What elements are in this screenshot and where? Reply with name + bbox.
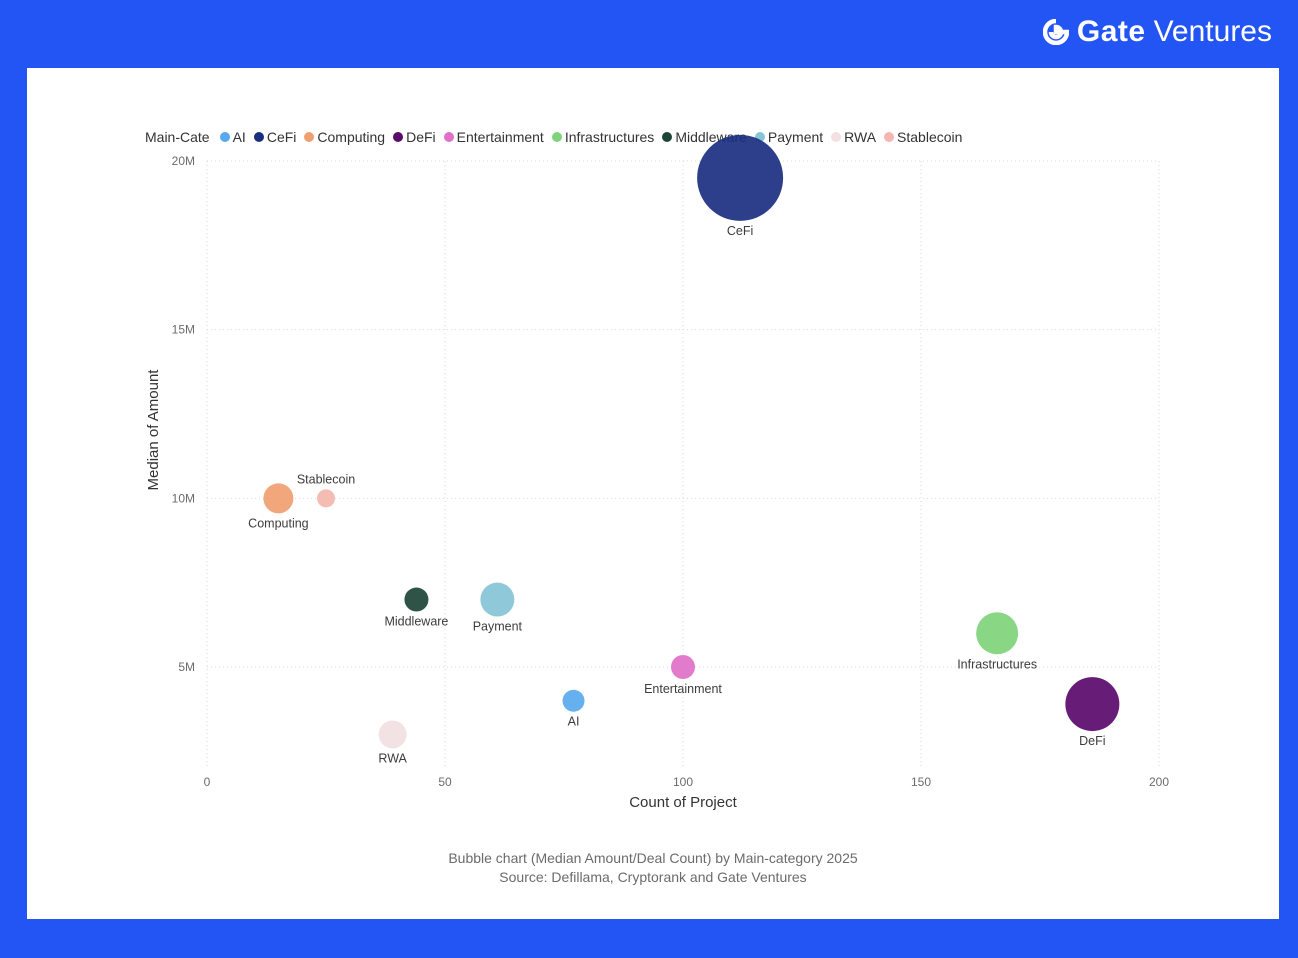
caption-line-2: Source: Defillama, Cryptorank and Gate V… [499,869,807,885]
bubble-label-payment: Payment [473,620,523,634]
legend-item-cefi[interactable]: CeFi [253,129,297,145]
gate-logo-icon [1042,19,1069,45]
x-tick-label: 100 [673,775,693,789]
legend-label: Entertainment [456,129,544,145]
bubble-rwa[interactable] [378,720,407,749]
legend-dot [253,132,264,142]
bubble-payment[interactable] [480,582,515,617]
legend-dot [304,132,315,142]
bubble-label-ai: AI [568,715,580,729]
legend-label: Payment [767,129,824,145]
legend-dot [754,132,765,142]
bubble-label-computing: Computing [248,516,308,530]
bubble-computing[interactable] [263,483,294,514]
legend-item-rwa[interactable]: RWA [831,129,876,145]
bubble-infrastructures[interactable] [976,612,1019,655]
legend-item-computing[interactable]: Computing [304,129,385,145]
legend: Main-Cate AI CeFi Computing DeFi Entertainme… [145,128,962,146]
legend-dot [443,132,454,142]
legend-label: CeFi [266,129,297,145]
legend-label: Infrastructures [564,129,655,145]
legend-item-infrastructures[interactable]: Infrastructures [551,129,655,145]
legend-dot [219,132,230,142]
y-tick-label: 20M [172,154,195,168]
x-tick-label: 50 [438,775,452,789]
chart-panel: Main-Cate AI CeFi Computing DeFi Entertainme… [27,68,1279,919]
bubble-labels: AI CeFi Computing DeFi Entertainment Infrastr… [248,224,1105,766]
legend-dot [551,132,562,142]
legend-label: Stablecoin [897,129,963,145]
bubble-cefi[interactable] [697,134,784,221]
legend-item-ai[interactable]: AI [219,129,246,145]
x-tick-label: 0 [204,775,211,789]
legend-item-defi[interactable]: DeFi [393,129,436,145]
legend-label: AI [232,129,246,145]
bubble-ai[interactable] [562,689,585,712]
x-tick-label: 200 [1149,775,1169,789]
legend-items: AI CeFi Computing DeFi Entertainment Infrastr… [219,129,962,145]
bubble-label-defi: DeFi [1079,734,1105,748]
y-axis-title: Median of Amount [145,369,162,491]
bubble-middleware[interactable] [404,587,429,612]
bubble-label-middleware: Middleware [384,615,448,629]
bubble-label-stablecoin: Stablecoin [297,472,355,486]
bubble-label-entertainment: Entertainment [644,682,722,696]
y-tick-labels: 5M 10M 15M 20M [172,154,195,674]
legend-dot [393,132,404,142]
legend-item-payment[interactable]: Payment [754,129,824,145]
brand-gate: Gate [1076,15,1146,48]
brand-logo: Gate Ventures [1042,10,1272,54]
caption-line-1: Bubble chart (Median Amount/Deal Count) … [448,850,858,866]
legend-item-entertainment[interactable]: Entertainment [443,129,544,145]
legend-label: Computing [317,129,386,145]
legend-dot [662,132,673,142]
bubble-label-cefi: CeFi [727,224,753,238]
x-tick-labels: 0 50 100 150 200 [204,775,1170,789]
bubble-defi[interactable] [1065,677,1120,732]
legend-dot [831,132,842,142]
bubbles [263,134,1120,749]
legend-dot [884,132,895,142]
legend-title: Main-Cate [145,129,210,145]
bubble-label-rwa: RWA [378,751,407,765]
legend-item-stablecoin[interactable]: Stablecoin [884,129,962,145]
bubble-label-infrastructures: Infrastructures [957,657,1037,671]
bubble-entertainment[interactable] [671,655,695,679]
brand-ventures: Ventures [1153,15,1272,48]
y-tick-label: 5M [178,660,195,674]
x-axis-title: Count of Project [629,794,737,811]
x-tick-label: 150 [911,775,931,789]
legend-label: DeFi [406,129,436,145]
y-tick-label: 10M [172,491,195,505]
legend-label: RWA [844,129,877,145]
y-tick-label: 15M [172,323,195,337]
bubble-stablecoin[interactable] [317,489,335,508]
bubble-chart: 0 50 100 150 200 5M 10M 15M 20M AI CeFi Computing… [145,134,1170,811]
